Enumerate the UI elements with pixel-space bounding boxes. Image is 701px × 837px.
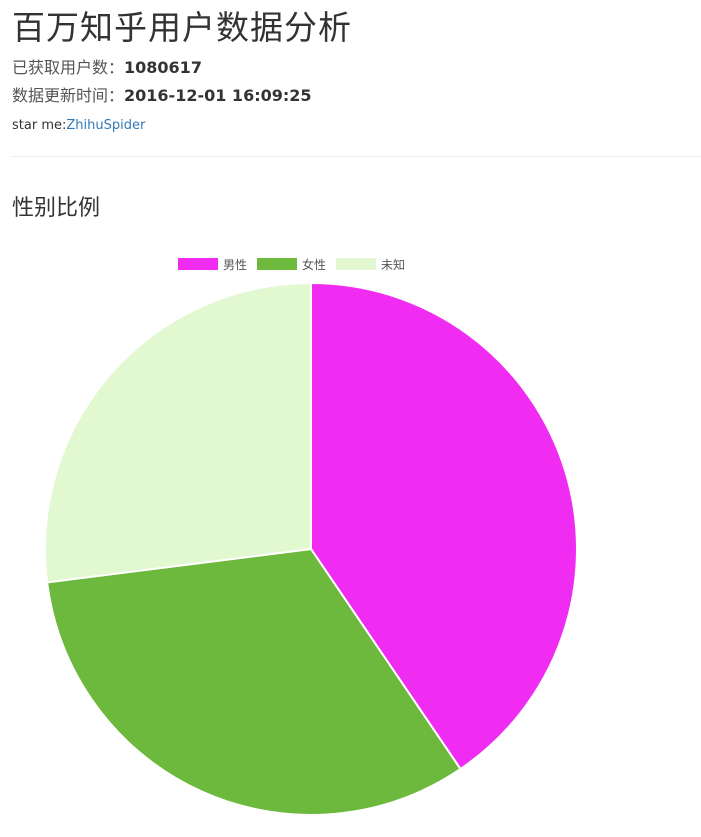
legend-item-male[interactable]: 男性 <box>178 256 247 273</box>
update-time-label: 数据更新时间： <box>12 86 125 105</box>
user-count-line: 已获取用户数：1080617 <box>12 57 202 79</box>
star-prefix: star me: <box>12 118 67 133</box>
chart-legend: 男性 女性 未知 <box>178 256 415 272</box>
page-title: 百万知乎用户数据分析 <box>12 8 352 47</box>
zhihuspider-link[interactable]: ZhihuSpider <box>66 118 146 133</box>
user-count-label: 已获取用户数： <box>12 58 125 77</box>
header-divider <box>12 156 701 157</box>
legend-label-male: 男性 <box>223 257 248 272</box>
update-time-line: 数据更新时间：2016-12-01 16:09:25 <box>12 85 312 107</box>
legend-swatch-female <box>257 258 298 270</box>
pie-slice-male[interactable] <box>310 281 578 771</box>
legend-swatch-unknown <box>336 258 377 270</box>
user-count-value: 1080617 <box>124 58 202 77</box>
update-time-value: 2016-12-01 16:09:25 <box>124 86 312 105</box>
legend-label-female: 女性 <box>302 257 327 272</box>
legend-label-unknown: 未知 <box>381 257 406 272</box>
legend-item-unknown[interactable]: 未知 <box>336 256 405 273</box>
pie-slice-unknown[interactable] <box>44 281 312 584</box>
legend-item-female[interactable]: 女性 <box>257 256 326 273</box>
section-title: 性别比例 <box>12 196 101 221</box>
pie-slice-female[interactable] <box>45 547 462 816</box>
pie-slices <box>44 281 578 816</box>
legend-swatch-male <box>178 258 218 270</box>
star-line: star me:ZhihuSpider <box>12 117 145 135</box>
